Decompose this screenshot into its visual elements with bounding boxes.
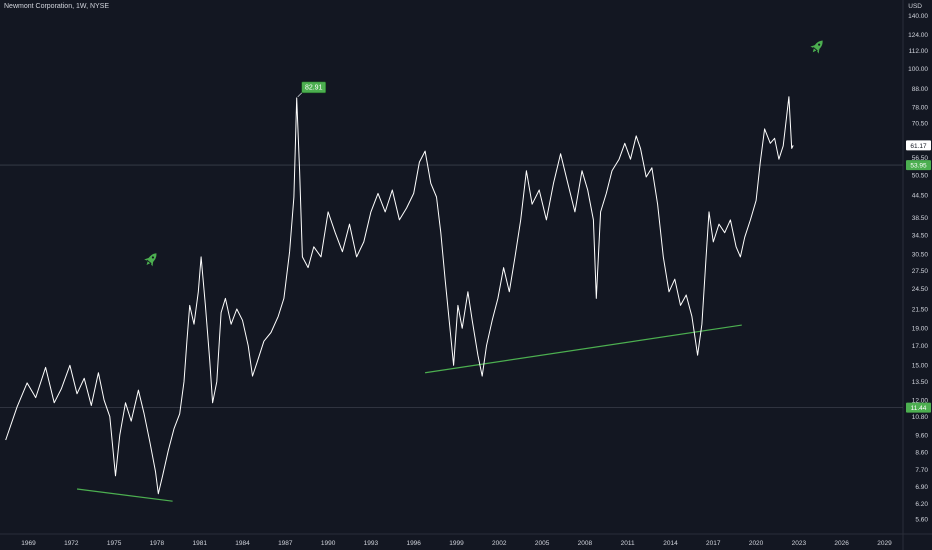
y-tick-label: 15.00 bbox=[912, 363, 929, 370]
y-tick-label: 6.90 bbox=[915, 484, 928, 491]
x-tick-label: 1978 bbox=[150, 540, 165, 547]
y-tick-label: 50.50 bbox=[912, 173, 929, 180]
price-badge bbox=[906, 160, 931, 171]
price-badge bbox=[906, 402, 931, 413]
x-tick-label: 1975 bbox=[107, 540, 122, 547]
y-tick-label: 8.60 bbox=[915, 450, 928, 457]
y-tick-label: 38.50 bbox=[912, 215, 929, 222]
x-tick-label: 1984 bbox=[235, 540, 250, 547]
y-tick-label: 27.50 bbox=[912, 268, 929, 275]
y-tick-label: 17.00 bbox=[912, 343, 929, 350]
y-tick-label: 24.50 bbox=[912, 286, 929, 293]
y-tick-label: 56.50 bbox=[912, 155, 929, 162]
price-badge-label: 53.95 bbox=[910, 162, 927, 169]
trendline[interactable] bbox=[425, 324, 742, 374]
x-tick-label: 2002 bbox=[492, 540, 507, 547]
y-tick-label: 30.50 bbox=[912, 252, 929, 259]
y-tick-label: 34.50 bbox=[912, 232, 929, 239]
y-tick-label: 112.00 bbox=[909, 48, 929, 55]
y-tick-label: 13.50 bbox=[912, 379, 929, 386]
y-tick-label: 9.60 bbox=[915, 432, 928, 439]
y-tick-label: 7.70 bbox=[915, 467, 928, 474]
y-tick-label: 100.00 bbox=[908, 66, 928, 73]
y-tick-label: 88.00 bbox=[912, 86, 929, 93]
y-tick-label: 5.60 bbox=[915, 517, 928, 524]
x-tick-label: 2011 bbox=[621, 540, 635, 547]
x-tick-label: 1993 bbox=[364, 540, 379, 547]
x-tick-label: 1996 bbox=[406, 540, 421, 547]
y-tick-label: 140.00 bbox=[908, 13, 928, 20]
rocket-icon bbox=[144, 253, 157, 267]
x-tick-label: 2029 bbox=[877, 540, 892, 547]
x-tick-label: 2020 bbox=[749, 540, 764, 547]
price-badge-label: 61.17 bbox=[910, 143, 927, 150]
price-badge bbox=[906, 140, 931, 151]
x-tick-label: 2017 bbox=[706, 540, 721, 547]
callout-box[interactable] bbox=[301, 81, 327, 94]
y-tick-label: 21.50 bbox=[912, 306, 929, 313]
chart-title: Newmont Corporation, 1W, NYSE bbox=[4, 3, 110, 10]
y-tick-label: 78.00 bbox=[912, 105, 929, 112]
y-tick-label: 44.50 bbox=[912, 192, 929, 199]
x-tick-label: 1987 bbox=[278, 540, 293, 547]
y-tick-label: 19.00 bbox=[912, 326, 929, 333]
x-tick-label: 1972 bbox=[64, 540, 79, 547]
callout-label: 82.91 bbox=[305, 85, 323, 92]
y-tick-label: 124.00 bbox=[908, 32, 928, 39]
x-tick-label: 2005 bbox=[535, 540, 550, 547]
y-tick-label: 70.50 bbox=[912, 121, 929, 128]
x-tick-label: 1969 bbox=[21, 540, 36, 547]
x-tick-label: 1999 bbox=[449, 540, 464, 547]
x-tick-label: 1990 bbox=[321, 540, 336, 547]
x-tick-label: 2008 bbox=[578, 540, 593, 547]
x-tick-label: 2026 bbox=[834, 540, 849, 547]
rocket-icon bbox=[810, 40, 823, 54]
y-tick-label: 10.80 bbox=[912, 414, 929, 421]
x-tick-label: 1981 bbox=[192, 540, 207, 547]
trendline[interactable] bbox=[76, 488, 173, 502]
x-tick-label: 2023 bbox=[792, 540, 807, 547]
y-tick-label: 6.20 bbox=[915, 501, 928, 508]
price-series-line bbox=[5, 96, 794, 495]
x-tick-label: 2014 bbox=[663, 540, 678, 547]
price-badge-label: 11.44 bbox=[911, 405, 927, 412]
y-tick-label: 12.00 bbox=[912, 397, 929, 404]
currency-label: USD bbox=[908, 3, 922, 10]
